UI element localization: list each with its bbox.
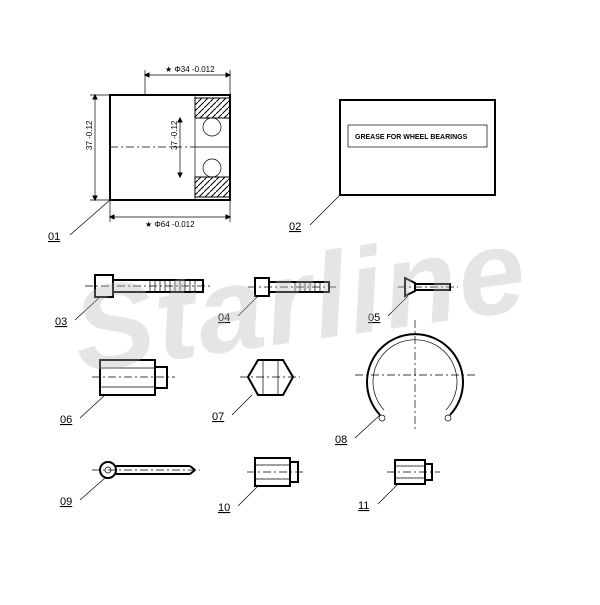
part-nut-large: 06 [60,360,175,426]
dim-left: 37 -0.12 [85,120,94,150]
label-07: 07 [212,411,224,423]
label-10: 10 [218,502,230,514]
part-nut-small: 11 [358,460,440,512]
part-nut-castle: 10 [218,458,305,514]
part-snap-ring: 08 [335,320,475,446]
label-09: 09 [60,496,72,508]
dim-top: ★ Φ34 -0.012 [165,65,215,74]
part-rivet: 05 [368,278,458,324]
diagram-svg: ★ Φ34 -0.012 37 -0.12 37 -0.12 ★ Φ64 -0.… [0,0,600,600]
part-bolt-long: 03 [55,275,213,328]
part-bolt-short: 04 [218,278,338,324]
label-06: 06 [60,414,72,426]
label-05: 05 [368,312,380,324]
label-01: 01 [48,231,60,243]
engineering-diagram: Starline ★ Φ34 -0.012 [0,0,600,600]
label-02: 02 [289,221,301,233]
label-04: 04 [218,312,230,324]
label-03: 03 [55,316,67,328]
part-cotter-pin: 09 [60,462,200,508]
part-grease-box: GREASE FOR WHEEL BEARINGS 02 [289,100,495,233]
part-nut-hex: 07 [212,360,300,423]
dim-inner: 37 -0.12 [170,120,179,150]
part-bearing: ★ Φ34 -0.012 37 -0.12 37 -0.12 ★ Φ64 -0.… [48,65,230,243]
grease-text: GREASE FOR WHEEL BEARINGS [355,134,468,141]
label-11: 11 [358,500,369,512]
label-08: 08 [335,434,347,446]
dim-bottom: ★ Φ64 -0.012 [145,220,195,229]
